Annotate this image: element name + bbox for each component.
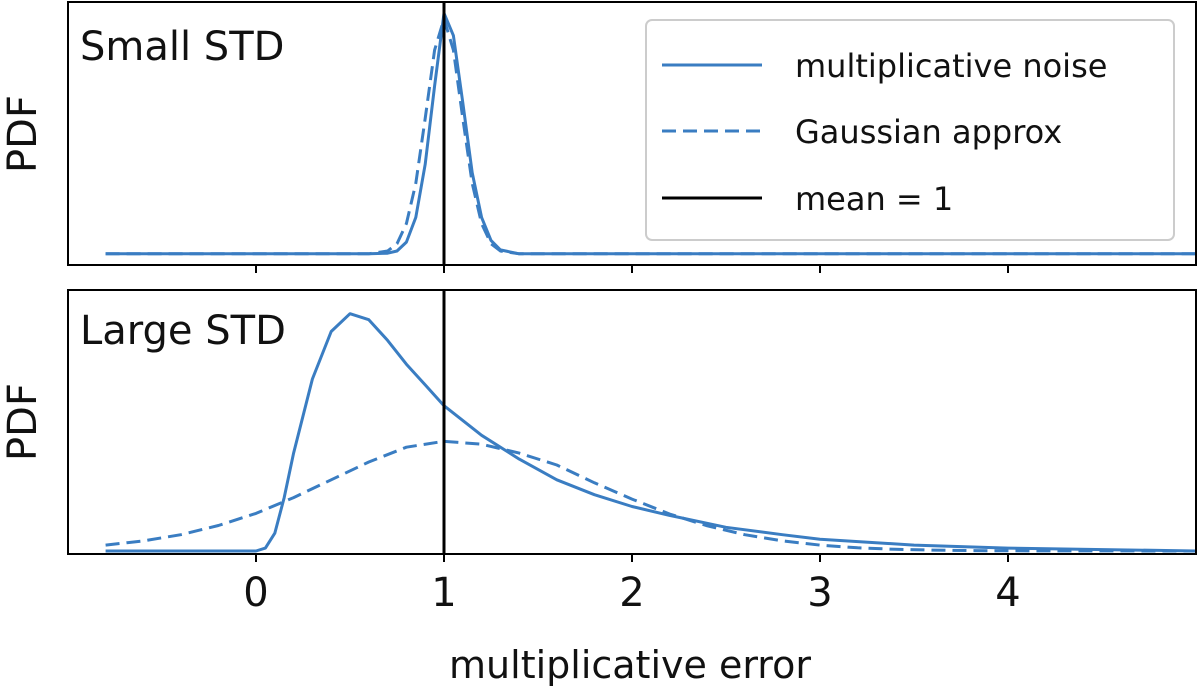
bottom-series-gaussian-approx: [105, 439, 1197, 553]
top-panel-title: Small STD: [80, 24, 284, 70]
x-axis-label: multiplicative error: [449, 643, 811, 687]
x-tick-label: 1: [431, 570, 456, 616]
x-tick-label: 3: [807, 570, 832, 616]
x-tick-label: 2: [619, 570, 644, 616]
x-tick-label: 4: [995, 570, 1020, 616]
x-tick-labels: 0 1 2 3 4: [243, 570, 1020, 616]
top-panel-ylabel: PDF: [0, 95, 46, 173]
legend: multiplicative noise Gaussian approx mea…: [645, 19, 1175, 241]
bottom-series-multiplicative-noise: [105, 312, 1197, 553]
top-series-gaussian-approx: [105, 17, 1196, 256]
legend-label-gaussian-approx: Gaussian approx: [795, 113, 1062, 151]
legend-label-multiplicative-noise: multiplicative noise: [795, 47, 1107, 85]
legend-label-mean: mean = 1: [795, 180, 953, 218]
bottom-panel-ylabel: PDF: [0, 383, 46, 461]
x-tick-label: 0: [243, 570, 268, 616]
legend-box: [645, 19, 1175, 241]
bottom-panel: Large STD PDF: [0, 289, 1197, 562]
top-panel: Small STD PDF multiplicative noise Gauss…: [0, 1, 1197, 273]
bottom-panel-title: Large STD: [80, 308, 286, 354]
